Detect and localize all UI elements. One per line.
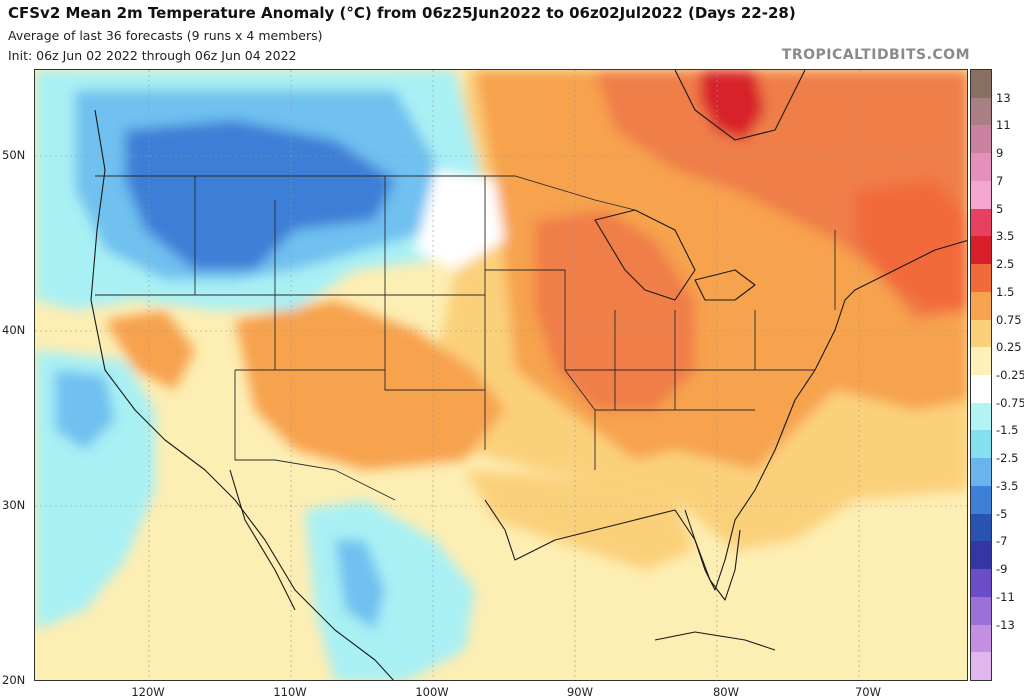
pacific-cool-core [55,370,115,450]
map-title: CFSv2 Mean 2m Temperature Anomaly (°C) f… [8,4,796,22]
political-boundaries [95,175,836,501]
colorbar-tick-label: 11 [996,118,1011,133]
colorbar-tick-label: 0.25 [996,340,1022,355]
anomaly-map-canvas [35,70,967,680]
colorbar-tick-label: -9 [996,562,1008,577]
west-coast-warm [105,310,195,390]
colorbar-segment [971,264,991,293]
colorbar-tick-label: -3.5 [996,478,1019,493]
colorbar-segment [971,624,991,653]
colorbar-segment [971,485,991,515]
colorbar-segment [971,541,991,570]
forecast-average-note: Average of last 36 forecasts (9 runs x 4… [8,28,323,43]
lon-label-80w: 80W [712,685,740,699]
colorbar-segment [971,347,991,376]
northwest-cool-core [125,120,395,270]
mexico-cool-core [335,540,385,630]
colorbar-segment [971,569,991,598]
colorbar-tick-label: -1.5 [996,423,1019,438]
colorbar-segment [971,70,991,99]
anomaly-map [34,69,968,681]
lon-label-110w: 110W [273,685,307,699]
colorbar-segment [971,125,991,154]
colorbar-segment [971,430,991,459]
colorbar-segment [971,236,991,265]
colorbar-tick-label: -0.75 [996,395,1024,410]
colorbar-tick-label: 0.75 [996,312,1022,327]
northeast-warm-core [855,180,967,310]
hudson-bay-hot-spot [700,70,765,140]
colorbar-segment [971,153,991,182]
lat-label-50n: 50N [2,148,26,162]
colorbar-segment [971,652,991,681]
colorbar-segment [971,97,991,126]
colorbar-tick-label: 9 [996,146,1004,161]
colorbar-segment [971,402,991,431]
colorbar-segment [971,208,991,237]
plains-neutral-strip [415,170,505,270]
init-time-note: Init: 06z Jun 02 2022 through 06z Jun 04… [8,48,297,63]
colorbar-segment [971,319,991,348]
lon-label-120w: 120W [131,685,165,699]
gulf-warm-band [465,470,695,570]
colorbar-tick-label: 2.5 [996,257,1015,272]
colorbar-tick-label: 13 [996,90,1011,105]
lat-label-30n: 30N [2,498,26,512]
colorbar-segment [971,291,991,321]
colorbar-segment [971,375,991,404]
colorbar-tick-label: 7 [996,173,1004,188]
colorbar-tick-label: 3.5 [996,229,1015,244]
colorbar-segment [971,458,991,487]
colorbar [970,69,992,681]
lon-label-90w: 90W [566,685,594,699]
colorbar-tick-label: -13 [996,617,1015,632]
lat-label-40n: 40N [2,323,26,337]
colorbar-tick-label: -2.5 [996,451,1019,466]
colorbar-tick-label: -5 [996,506,1008,521]
colorbar-tick-label: -0.25 [996,368,1024,382]
colorbar-tick-label: -11 [996,589,1015,604]
lon-label-70w: 70W [854,685,882,699]
map-header: CFSv2 Mean 2m Temperature Anomaly (°C) f… [0,0,1024,68]
lat-label-20n: 20N [2,673,26,687]
colorbar-tick-label: 5 [996,201,1004,216]
southwest-warm-region [235,300,505,470]
graticule [35,70,967,680]
colorbar-segment [971,596,991,626]
colorbar-segment [971,180,991,210]
coastlines [90,70,967,680]
lon-label-100w: 100W [415,685,449,699]
source-watermark: TROPICALTIDBITS.COM [781,47,970,63]
colorbar-tick-label: -7 [996,534,1008,549]
colorbar-tick-label: 1.5 [996,284,1015,299]
colorbar-segment [971,513,991,542]
